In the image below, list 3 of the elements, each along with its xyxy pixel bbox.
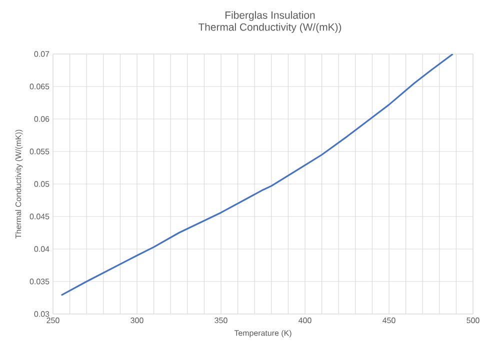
chart-title: Fiberglas Insulation xyxy=(226,11,315,21)
chart-subtitle: Thermal Conductivity (W/(mK)) xyxy=(198,23,342,33)
line-series xyxy=(60,54,454,296)
